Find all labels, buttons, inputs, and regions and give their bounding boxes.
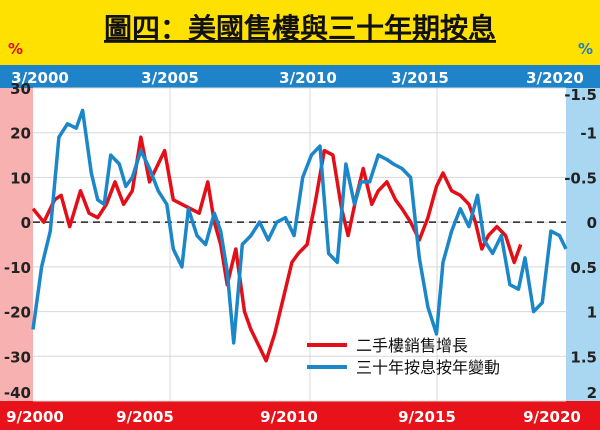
right-axis-tick-label-0: -1.5 [564,86,597,104]
chart-title: 圖四：美國售樓與三十年期按息 [104,12,496,45]
left-axis-tick-label-0: 30 [10,80,31,98]
top-axis-ticks: 3/2000 3/2005 3/2010 3/2015 3/2020 [11,69,584,87]
series-line-mortgage-rate-change [31,108,568,345]
bottom-axis-tick-label-2: 9/2010 [260,408,318,426]
title-banner [0,0,600,65]
right-axis-panel [566,88,600,401]
bottom-axis-ticks: 9/2000 9/2005 9/2010 9/2015 9/2020 [6,408,581,426]
legend-label-mortgage-rate-change: 三十年按息按年變動 [356,358,500,377]
top-date-band [0,65,600,88]
top-axis-tick-label-1: 3/2005 [141,69,199,87]
right-axis-tick-label-3: 0 [587,214,597,232]
right-axis-tick-label-1: -1 [580,125,597,143]
left-axis-tick-label-4: -10 [4,259,31,277]
legend-label-sales-growth: 二手樓銷售增長 [356,336,468,355]
bottom-axis-tick-label-0: 9/2000 [6,408,64,426]
bottom-axis-tick-label-4: 9/2020 [523,408,581,426]
left-unit-label: % [8,40,23,58]
bottom-axis-tick-label-1: 9/2005 [116,408,174,426]
left-axis-panel [0,88,33,401]
top-axis-tick-label-2: 3/2010 [279,69,337,87]
right-axis-tick-label-6: 1.5 [570,348,597,366]
left-axis-tick-label-3: 0 [21,214,31,232]
left-axis-tick-label-5: -20 [4,304,31,322]
right-axis-tick-label-5: 1 [587,304,597,322]
left-axis-tick-label-7: -40 [4,384,31,402]
right-unit-label: % [578,40,593,58]
right-axis-tick-label-2: -0.5 [564,169,597,187]
legend: 二手樓銷售增長 三十年按息按年變動 [307,336,500,377]
top-axis-tick-label-4: 3/2020 [526,69,584,87]
left-axis-tick-label-2: 10 [10,169,31,187]
right-axis-tick-label-4: 0.5 [570,259,597,277]
series-line-sales-growth [31,135,523,363]
right-axis-ticks: -1.5 -1 -0.5 0 0.5 1 1.5 2 [564,86,597,402]
bottom-axis-tick-label-3: 9/2015 [398,408,456,426]
top-axis-tick-label-0: 3/2000 [11,69,69,87]
left-axis-ticks: 30 20 10 0 -10 -20 -30 -40 [4,80,31,402]
right-axis-tick-label-7: 2 [587,384,597,402]
bottom-date-band [0,401,600,430]
left-axis-tick-label-6: -30 [4,348,31,366]
left-axis-tick-label-1: 20 [10,125,31,143]
top-axis-tick-label-3: 3/2015 [391,69,449,87]
plot-area [33,88,566,401]
